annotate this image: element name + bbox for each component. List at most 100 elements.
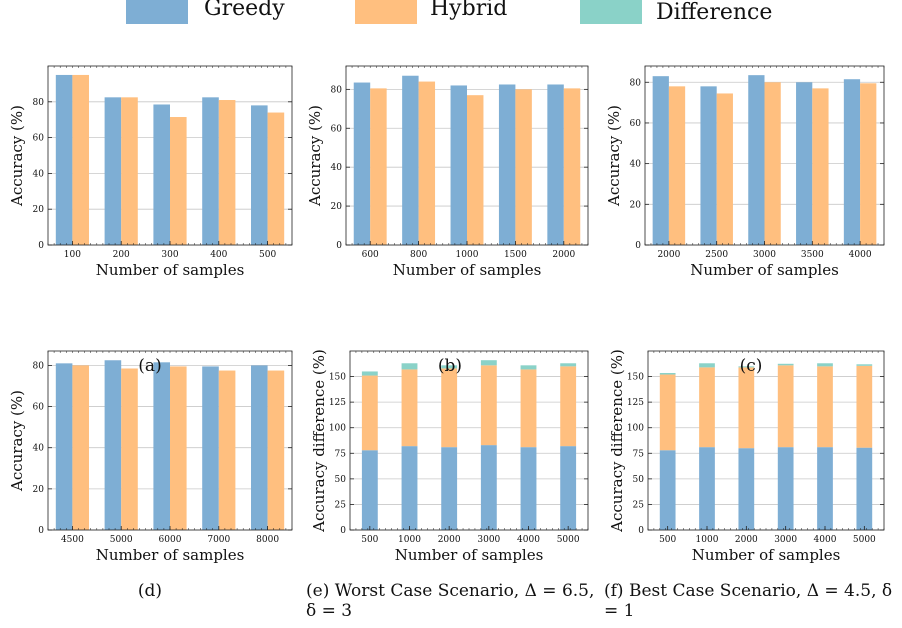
y-tick-label: 60: [33, 134, 45, 144]
x-tick-label: 1000: [398, 535, 421, 545]
legend: Greedy Hybrid Difference: [0, 0, 902, 34]
x-tick-label: 3000: [753, 250, 776, 260]
x-tick-label: 7000: [207, 535, 230, 545]
bar-hybrid-400: [218, 100, 236, 245]
bar-hybrid-1000: [401, 369, 418, 447]
bar-greedy-2000: [738, 448, 755, 530]
bar-greedy-1000: [699, 447, 715, 530]
y-tick-label: 40: [630, 160, 642, 170]
y-tick-label: 125: [329, 398, 346, 408]
x-tick-label: 2000: [438, 535, 461, 545]
x-tick-label: 3000: [477, 535, 500, 545]
bar-greedy-5000: [104, 360, 122, 530]
bar-greedy-4000: [520, 447, 537, 530]
y-axis-label: Accuracy (%): [306, 105, 324, 207]
bar-hybrid-800: [418, 81, 436, 245]
bar-hybrid-6000: [170, 366, 187, 530]
bar-greedy-3500: [796, 82, 813, 245]
y-tick-label: 60: [33, 403, 45, 413]
x-tick-label: 2000: [735, 535, 758, 545]
legend-swatch-hybrid: [355, 0, 417, 24]
bar-difference-1000: [699, 363, 715, 368]
chart-svg-f: 0 25 50 75 100 125 150 500 1000 2000 3000 4000 5000 N…: [608, 349, 885, 564]
y-axis-label: Accuracy difference (%): [608, 349, 626, 533]
y-tick-label: 40: [331, 163, 343, 173]
x-tick-label: 4500: [61, 535, 84, 545]
x-tick-label: 500: [259, 250, 276, 260]
bar-hybrid-8000: [267, 370, 285, 530]
bar-greedy-800: [402, 75, 419, 245]
caption-e: (e) Worst Case Scenario, Δ = 6.5, δ = 3: [306, 581, 595, 621]
caption-c: (c): [739, 356, 763, 376]
y-tick-label: 0: [638, 526, 644, 536]
bar-hybrid-300: [170, 117, 187, 245]
x-tick-label: 2000: [657, 250, 680, 260]
bar-greedy-200: [104, 97, 122, 245]
bar-difference-500: [361, 371, 378, 376]
chart-svg-a: 0 20 40 60 80 100 200 300 400 500 Number of sample…: [8, 65, 293, 279]
legend-label-hybrid: Hybrid: [430, 0, 508, 21]
x-tick-label: 8000: [256, 535, 279, 545]
bar-greedy-2000: [441, 447, 458, 530]
x-tick-label: 200: [113, 250, 130, 260]
bar-greedy-3000: [748, 75, 765, 245]
bar-hybrid-1000: [699, 367, 715, 448]
bar-difference-4000: [520, 365, 537, 370]
x-tick-label: 4000: [517, 535, 540, 545]
y-tick-label: 150: [329, 373, 346, 383]
bar-hybrid-500: [361, 375, 378, 451]
y-tick-label: 150: [627, 373, 644, 383]
bar-greedy-6000: [153, 362, 170, 530]
y-tick-label: 25: [335, 500, 347, 510]
y-tick-label: 0: [635, 241, 641, 251]
bar-greedy-500: [659, 450, 676, 530]
y-axis-label: Accuracy difference (%): [310, 349, 328, 533]
bar-greedy-3000: [777, 447, 794, 530]
y-tick-label: 0: [38, 526, 44, 536]
y-tick-label: 75: [335, 449, 347, 459]
bar-hybrid-4000: [520, 369, 537, 448]
bar-hybrid-4500: [72, 365, 89, 530]
bar-hybrid-2500: [716, 93, 733, 245]
bar-greedy-5000: [560, 446, 577, 530]
bar-hybrid-600: [370, 88, 387, 245]
legend-label-difference: Difference: [656, 0, 773, 25]
bar-hybrid-500: [659, 374, 676, 451]
caption-b: (b): [437, 356, 463, 376]
chart-svg-c: 0 20 40 60 80 2000 2500 3000 3500 4000 Number of s…: [605, 65, 885, 279]
x-tick-label: 1000: [456, 250, 479, 260]
y-tick-label: 60: [630, 119, 642, 129]
bar-greedy-600: [353, 82, 371, 245]
bar-greedy-500: [251, 105, 268, 245]
x-tick-label: 500: [361, 535, 378, 545]
bar-hybrid-3000: [764, 82, 781, 245]
bar-difference-5000: [560, 363, 577, 367]
bar-hybrid-2000: [563, 88, 581, 245]
y-tick-label: 40: [33, 169, 45, 179]
chart-panel-a: 0 20 40 60 80 100 200 300 400 500 Number of sample…: [0, 60, 300, 290]
bar-difference-2000: [441, 365, 458, 369]
bar-difference-5000: [856, 364, 873, 366]
y-tick-label: 0: [340, 526, 346, 536]
y-tick-label: 40: [33, 444, 45, 454]
x-axis-label: Number of samples: [395, 546, 544, 564]
y-axis-label: Accuracy (%): [8, 390, 26, 492]
bar-greedy-3000: [480, 445, 497, 530]
x-axis-label: Number of samples: [96, 546, 245, 564]
bar-greedy-500: [361, 450, 378, 530]
bar-greedy-7000: [202, 366, 219, 530]
y-tick-label: 50: [633, 475, 645, 485]
chart-svg-d: 0 20 40 60 80 4500 5000 6000 7000 8000 Number of s…: [8, 350, 293, 564]
y-tick-label: 125: [627, 398, 644, 408]
bar-greedy-4500: [55, 363, 73, 530]
bar-hybrid-2000: [668, 86, 686, 245]
bar-greedy-4000: [843, 79, 861, 245]
chart-panel-f: 0 25 50 75 100 125 150 500 1000 2000 3000 4000 5000 N…: [600, 345, 902, 585]
legend-swatch-difference: [580, 0, 642, 24]
bar-difference-500: [659, 372, 676, 375]
y-axis-label: Accuracy (%): [8, 105, 26, 207]
x-tick-label: 800: [410, 250, 427, 260]
bar-greedy-1500: [498, 84, 516, 245]
bar-greedy-5000: [856, 447, 873, 530]
chart-svg-b: 0 20 40 60 80 600 800 1000 1500 2000 Number of sam…: [306, 65, 589, 279]
